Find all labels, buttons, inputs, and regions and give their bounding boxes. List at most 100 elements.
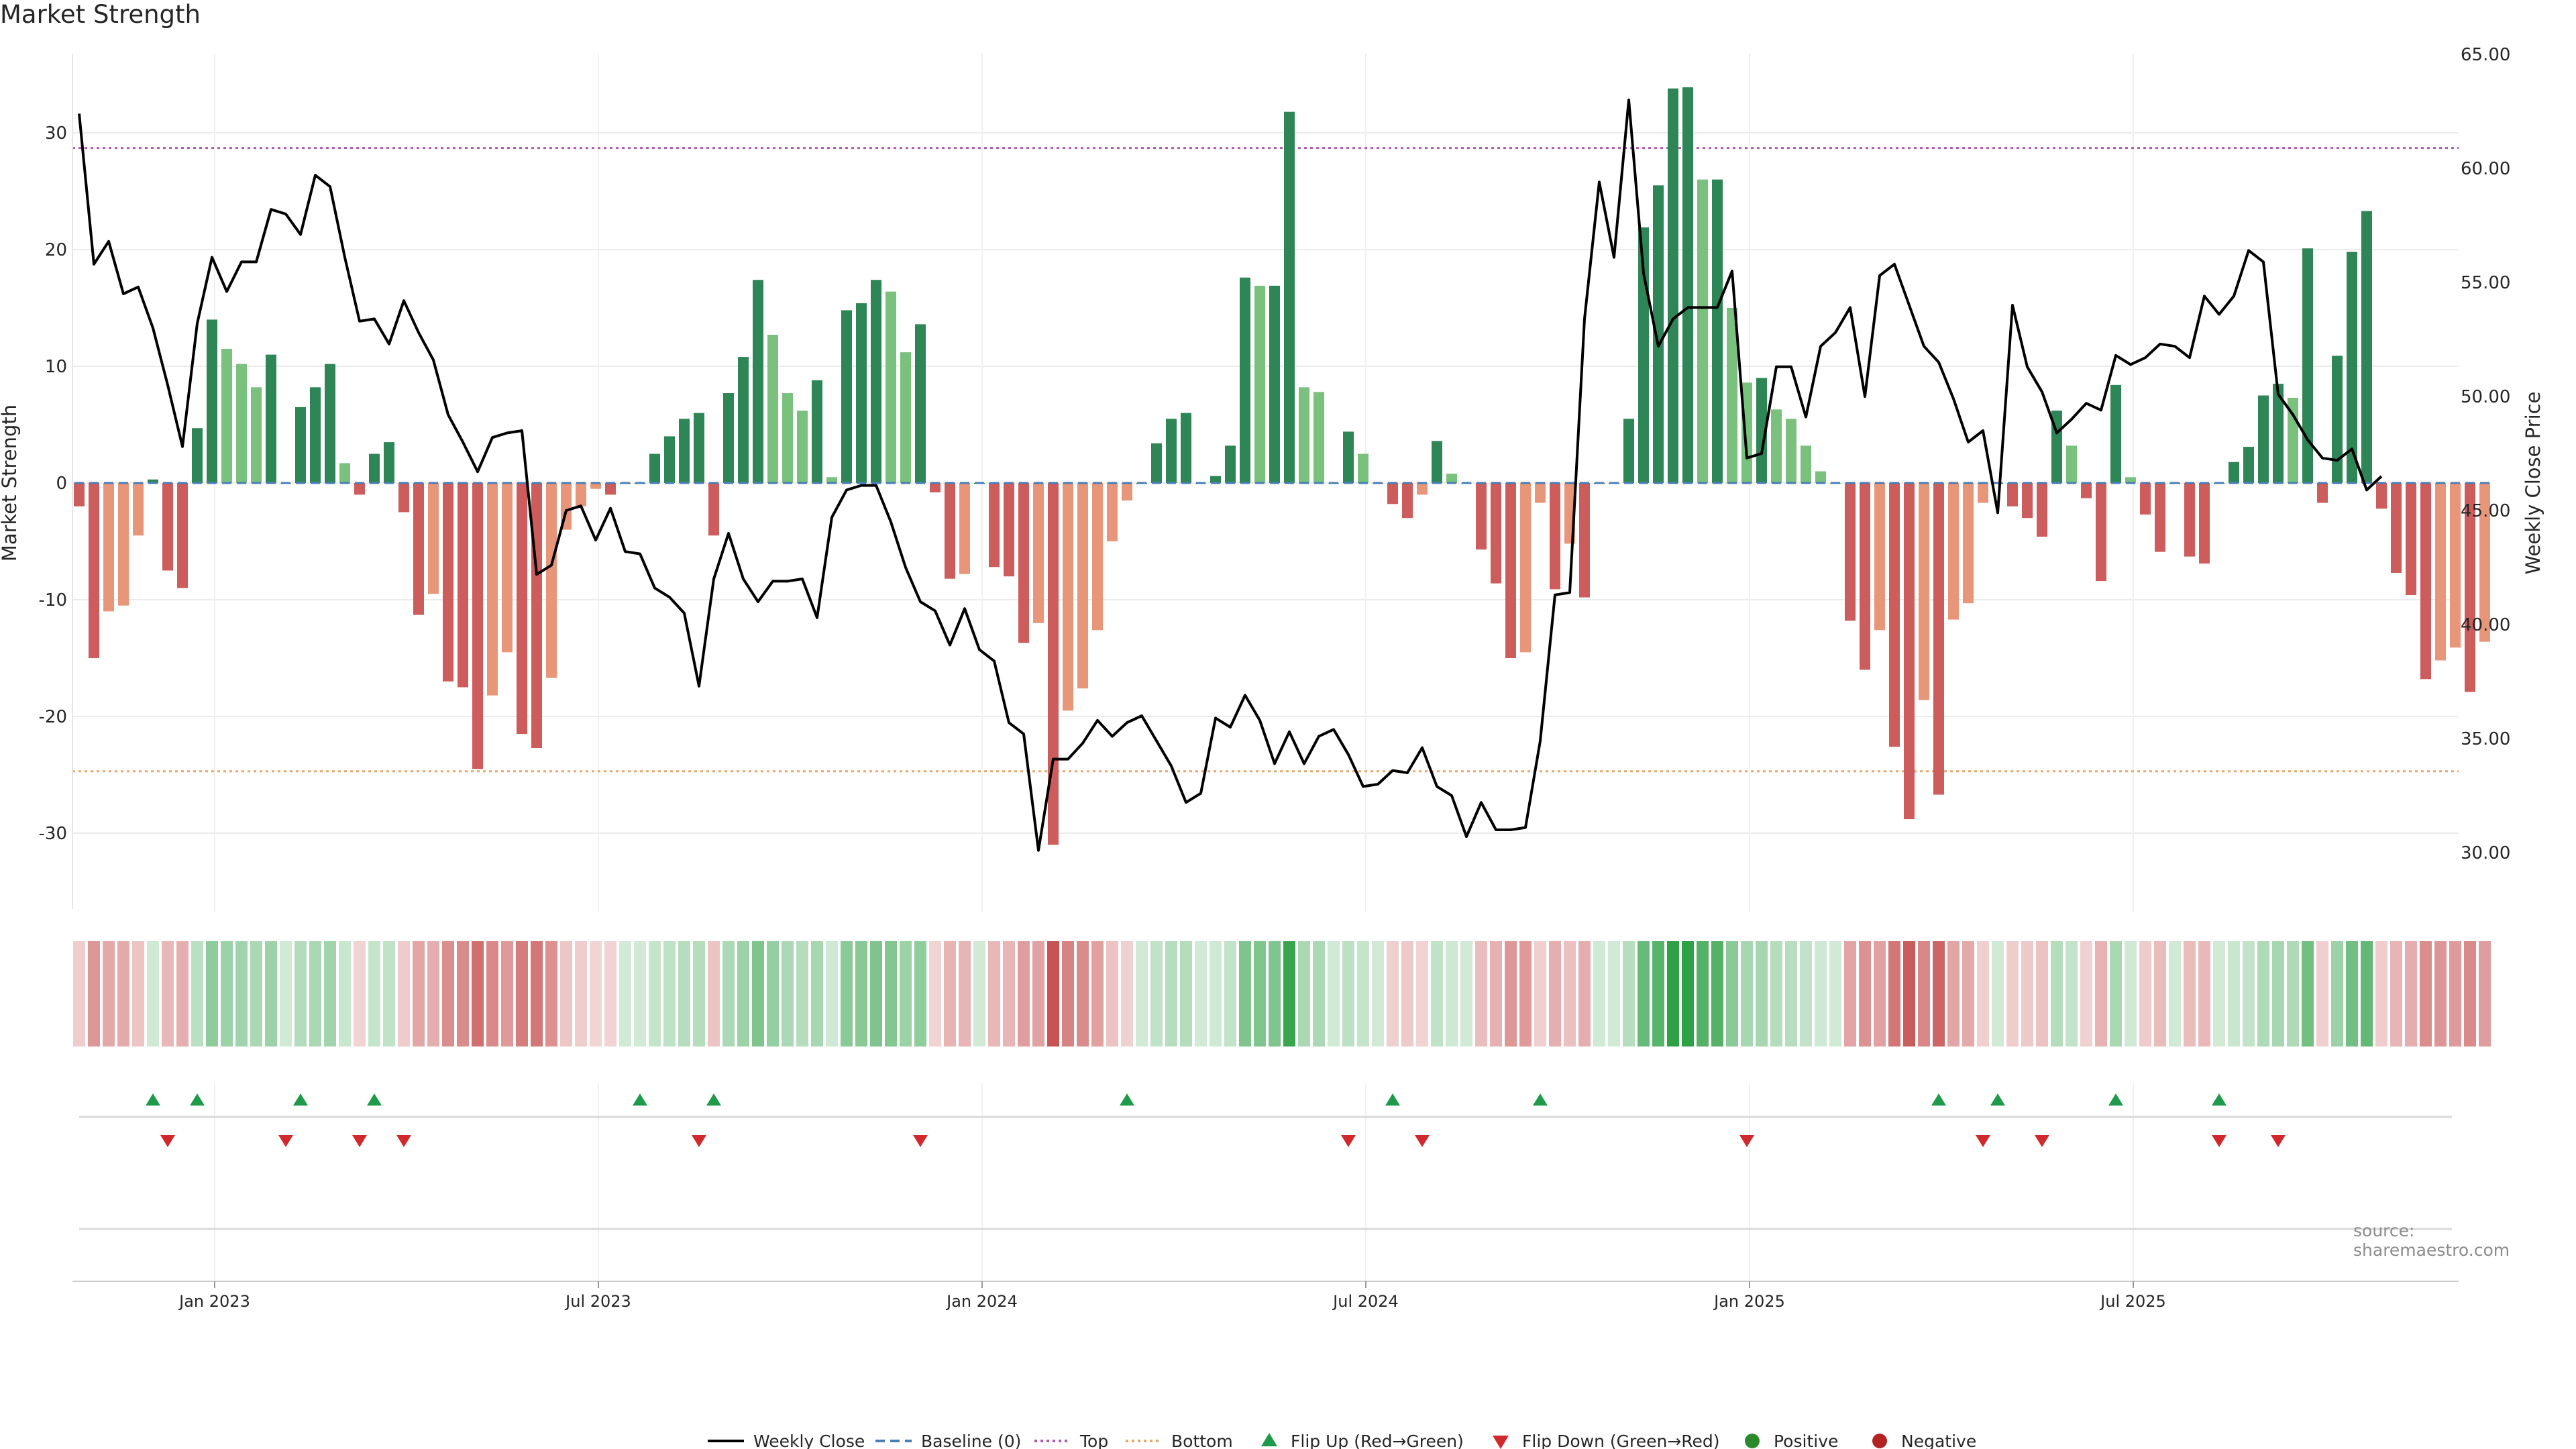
- strength-bar: [1919, 483, 1929, 700]
- flip-down-marker: [396, 1135, 411, 1147]
- strength-bar: [2317, 483, 2328, 503]
- heat-cell: [413, 941, 425, 1046]
- heat-cell: [398, 941, 410, 1046]
- y-axis-label-right: Weekly Close Price: [2522, 392, 2544, 575]
- heat-cell: [1800, 941, 1812, 1046]
- heat-cell: [2434, 941, 2447, 1046]
- strength-bar: [1786, 419, 1796, 483]
- strength-bar: [2406, 483, 2416, 596]
- strength-bar: [738, 357, 749, 483]
- heat-cell: [2375, 941, 2387, 1046]
- flip-up-marker: [706, 1093, 721, 1106]
- heat-cell: [1342, 941, 1354, 1046]
- heat-cell: [2331, 941, 2343, 1046]
- heat-cell: [2287, 941, 2299, 1046]
- strength-bar: [1343, 431, 1354, 483]
- heat-cell: [2302, 941, 2314, 1046]
- heat-cell: [678, 941, 690, 1046]
- heat-cell: [103, 941, 115, 1046]
- heat-cell: [782, 941, 794, 1046]
- strength-bar: [1978, 483, 1988, 503]
- heat-cell: [2346, 941, 2358, 1046]
- strength-bar: [1446, 474, 1457, 483]
- heat-cell: [1667, 941, 1679, 1046]
- strength-bar: [856, 303, 867, 483]
- legend-item: Positive: [1745, 1432, 1838, 1449]
- legend-swatch: [1493, 1436, 1509, 1449]
- strength-bar: [1254, 285, 1265, 483]
- heat-cell: [501, 941, 513, 1046]
- flip-up-marker: [1385, 1093, 1400, 1106]
- heat-cell: [221, 941, 233, 1046]
- legend-label: Baseline (0): [921, 1432, 1021, 1449]
- strength-bar: [369, 453, 380, 483]
- strength-bar: [1845, 483, 1856, 621]
- heat-cell: [1018, 941, 1030, 1046]
- legend-item: Weekly Close: [708, 1432, 865, 1449]
- strength-bar: [723, 393, 734, 483]
- heat-cell: [1962, 941, 1974, 1046]
- strength-bar: [1299, 387, 1309, 483]
- heat-cell: [2095, 941, 2107, 1046]
- strength-bar: [605, 483, 616, 495]
- heat-cell: [1490, 941, 1502, 1046]
- heat-cell: [147, 941, 159, 1046]
- legend-item: Top: [1034, 1432, 1108, 1449]
- strength-bar: [2391, 483, 2402, 573]
- strength-bar: [1387, 483, 1398, 504]
- heat-cell: [2449, 941, 2461, 1046]
- strength-bar: [1284, 111, 1295, 483]
- strength-bar: [74, 483, 85, 506]
- heat-cell: [1091, 941, 1104, 1046]
- y-tick-label-left: -30: [39, 824, 67, 844]
- strength-bar: [384, 442, 394, 483]
- strength-bar: [472, 483, 483, 769]
- strength-bar: [2037, 483, 2047, 537]
- heat-cell: [2006, 941, 2019, 1046]
- legend-swatch: [1872, 1434, 1887, 1448]
- flip-up-marker: [190, 1093, 205, 1106]
- strength-bar: [812, 380, 822, 483]
- heat-cell: [1047, 941, 1059, 1046]
- legend-label: Negative: [1901, 1432, 1976, 1449]
- heat-cell: [176, 941, 189, 1046]
- strength-bar: [1756, 378, 1767, 483]
- strength-bar: [325, 364, 335, 483]
- strength-bar: [1417, 483, 1428, 495]
- strength-bar: [1358, 453, 1368, 483]
- heat-cell: [1387, 941, 1399, 1046]
- flip-down-marker: [1341, 1135, 1356, 1147]
- heat-cell: [1077, 941, 1089, 1046]
- strength-bar: [1682, 87, 1693, 483]
- y-tick-label-right: 40.00: [2461, 615, 2510, 635]
- weekly-close-line: [78, 99, 2383, 852]
- x-tick-label: Jul 2025: [2099, 1292, 2166, 1311]
- legend-label: Flip Up (Red→Green): [1291, 1432, 1464, 1449]
- strength-bar: [708, 483, 719, 536]
- heat-cell: [88, 941, 100, 1046]
- heat-cell: [2154, 941, 2166, 1046]
- flip-up-marker: [146, 1093, 160, 1106]
- strength-bar: [1225, 445, 1236, 483]
- heat-cell: [1357, 941, 1369, 1046]
- strength-bar: [1313, 392, 1324, 483]
- strength-bar: [1668, 88, 1678, 483]
- strength-bar: [1874, 483, 1885, 631]
- strength-bar: [354, 483, 365, 495]
- legend-swatch: [1261, 1433, 1277, 1446]
- heat-cell: [339, 941, 351, 1046]
- heat-cell: [2479, 941, 2491, 1046]
- strength-bar: [753, 280, 763, 483]
- heat-cell: [1829, 941, 1841, 1046]
- y-axis-label-left: Market Strength: [0, 405, 21, 561]
- strength-bar: [841, 310, 852, 483]
- strength-bar: [2140, 483, 2151, 515]
- heat-cell: [767, 941, 779, 1046]
- strength-bar: [2479, 483, 2490, 642]
- strength-bar: [266, 354, 276, 483]
- strength-bar: [546, 483, 557, 678]
- heat-cell: [2213, 941, 2225, 1046]
- strength-bar: [1151, 443, 1162, 483]
- heat-cell: [811, 941, 823, 1046]
- heat-cell: [1815, 941, 1827, 1046]
